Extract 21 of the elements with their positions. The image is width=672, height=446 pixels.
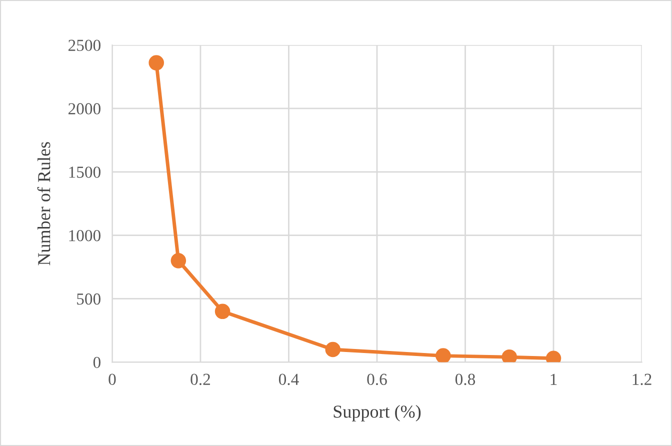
x-tick-label: 0 (108, 374, 116, 385)
x-tick-label: 1.2 (632, 374, 652, 386)
y-axis-title: Number of Rules (37, 142, 50, 266)
x-tick-label: 0.4 (278, 374, 299, 386)
point (325, 342, 341, 358)
y-tick-label: 2000 (68, 103, 100, 114)
y-tick-label: 0 (93, 356, 100, 368)
point (148, 55, 164, 70)
x-tick-label: 1 (550, 374, 557, 385)
point (502, 349, 518, 362)
y-tick-label: 1500 (69, 166, 100, 178)
y-tick-label: 1000 (69, 230, 100, 242)
point (436, 348, 451, 362)
x-axis-title: Support (%) (334, 405, 421, 422)
point (170, 253, 186, 268)
x-tick-label: 0.6 (367, 374, 387, 386)
x-tick-label: 0.8 (455, 374, 476, 386)
point (214, 304, 230, 320)
x-tick-label: 0.2 (190, 374, 210, 386)
y-tick-label: 2500 (68, 40, 100, 51)
y-tick-label: 500 (77, 293, 100, 305)
